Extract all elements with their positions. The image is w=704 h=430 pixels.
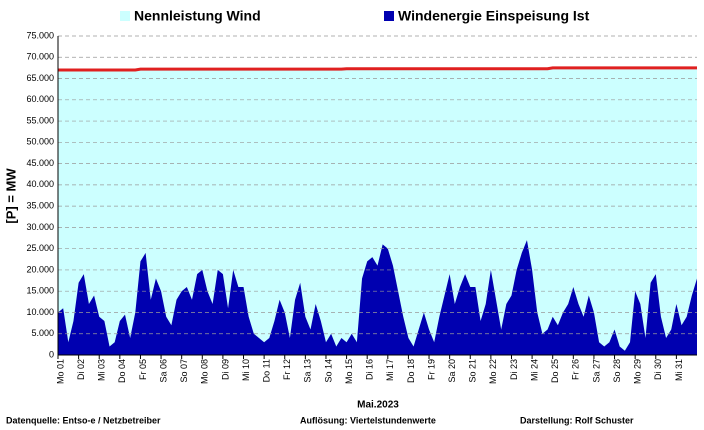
x-tick-label: Mo 08 <box>200 359 210 384</box>
x-tick-label: Di 02 <box>76 359 86 380</box>
x-tick-label: Do 04 <box>117 359 127 383</box>
y-tick-label: 30.000 <box>26 222 54 232</box>
y-tick-label: 10.000 <box>26 307 54 317</box>
footer: Datenquelle: Entso-e / Netzbetreiber <box>6 415 161 425</box>
x-tick-label: Sa 13 <box>303 359 313 383</box>
y-tick-label: 15.000 <box>26 286 54 296</box>
y-tick-label: 5.000 <box>31 328 54 338</box>
x-tick-label: Do 11 <box>262 359 272 382</box>
legend-swatch <box>384 11 394 21</box>
x-tick-label: Fr 12 <box>282 359 292 380</box>
area <box>58 240 697 355</box>
x-tick-label: Mo 15 <box>344 359 354 384</box>
x-tick-label: Mo 29 <box>633 359 643 384</box>
y-tick-label: 0 <box>49 349 54 359</box>
x-tick-label: Mi 10 <box>241 359 251 381</box>
x-tick-label: Fr 05 <box>138 359 148 380</box>
y-tick-label: 25.000 <box>26 243 54 253</box>
y-tick-label: 20.000 <box>26 264 54 274</box>
y-tick-label: 55.000 <box>26 115 54 125</box>
x-tick-label: So 21 <box>468 359 478 383</box>
x-axis-label: Mai.2023 <box>357 400 399 411</box>
x-tick-label: Fr 26 <box>571 359 581 380</box>
legend-swatch <box>120 11 130 21</box>
y-tick-label: 50.000 <box>26 137 54 147</box>
y-tick-label: 45.000 <box>26 158 54 168</box>
footer: Auflösung: Viertelstundenwerte <box>300 415 436 425</box>
x-tick-label: Sa 20 <box>447 359 457 383</box>
x-tick-label: Do 18 <box>406 359 416 383</box>
y-tick-label: 40.000 <box>26 179 54 189</box>
x-tick-label: Di 23 <box>509 359 519 380</box>
x-tick-label: Mi 03 <box>97 359 107 381</box>
x-tick-label: Do 25 <box>550 359 560 383</box>
x-tick-label: Mo 22 <box>488 359 498 384</box>
x-tick-label: Mi 31 <box>674 359 684 381</box>
x-tick-label: Fr 19 <box>426 359 436 380</box>
legend-label: Nennleistung Wind <box>134 8 261 24</box>
line <box>58 66 697 72</box>
x-tick-label: So 28 <box>612 359 622 383</box>
x-tick-label: So 07 <box>179 359 189 383</box>
x-tick-label: Mo 01 <box>55 359 65 384</box>
x-tick-label: Di 30 <box>653 359 663 380</box>
y-tick-label: 75.000 <box>26 30 54 40</box>
legend-label: Windenergie Einspeisung Ist <box>398 8 590 24</box>
x-tick-label: So 14 <box>323 359 333 383</box>
x-tick-label: Di 09 <box>220 359 230 380</box>
footer: Darstellung: Rolf Schuster <box>520 415 634 425</box>
x-tick-label: Sa 27 <box>591 359 601 383</box>
y-tick-label: 65.000 <box>26 73 54 83</box>
x-tick-label: Mi 17 <box>385 359 395 381</box>
y-axis-label: [P] = MW <box>3 168 18 224</box>
y-tick-label: 60.000 <box>26 94 54 104</box>
y-tick-label: 70.000 <box>26 52 54 62</box>
y-tick-label: 35.000 <box>26 201 54 211</box>
x-tick-label: Di 16 <box>365 359 375 380</box>
x-tick-label: Sa 06 <box>158 359 168 383</box>
plot-area <box>58 66 697 356</box>
x-tick-label: Mi 24 <box>529 359 539 381</box>
